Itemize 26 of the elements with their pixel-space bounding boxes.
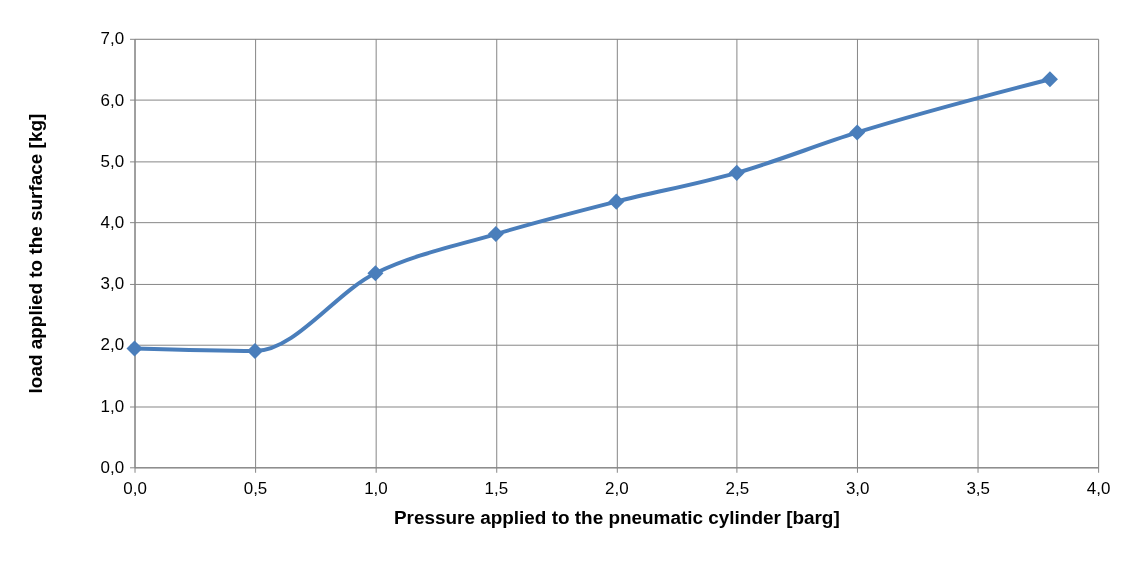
x-tick-label: 0,5 xyxy=(243,478,268,498)
y-tick-label: 3,0 xyxy=(100,274,125,294)
point xyxy=(608,193,625,210)
point xyxy=(1041,71,1058,88)
y-tick-label: 7,0 xyxy=(100,29,125,49)
point xyxy=(728,164,745,181)
y-tick-label: 6,0 xyxy=(100,90,125,110)
point xyxy=(487,226,504,243)
point xyxy=(849,124,866,141)
y-tick-label: 1,0 xyxy=(100,396,125,416)
y-tick-label: 5,0 xyxy=(100,151,125,171)
y-axis-title: load applied to the surface [kg] xyxy=(24,113,46,394)
y-tick-label: 2,0 xyxy=(100,335,125,355)
x-tick-label: 3,5 xyxy=(966,478,990,498)
x-tick-label: 2,5 xyxy=(725,478,750,498)
y-tick-label: 4,0 xyxy=(100,212,125,232)
x-axis-title: Pressure applied to the pneumatic cylinder [barg] xyxy=(393,506,840,528)
y-tick-label: 0,0 xyxy=(100,457,125,477)
x-tick-label: 3,0 xyxy=(845,478,870,498)
x-tick-label: 1,0 xyxy=(364,478,388,498)
x-tick-label: 4,0 xyxy=(1086,478,1111,498)
x-tick-label: 0,0 xyxy=(123,478,147,498)
point xyxy=(126,340,143,357)
x-tick-label: 2,0 xyxy=(605,478,629,498)
point xyxy=(367,265,384,282)
x-tick-label: 1,5 xyxy=(484,478,509,498)
